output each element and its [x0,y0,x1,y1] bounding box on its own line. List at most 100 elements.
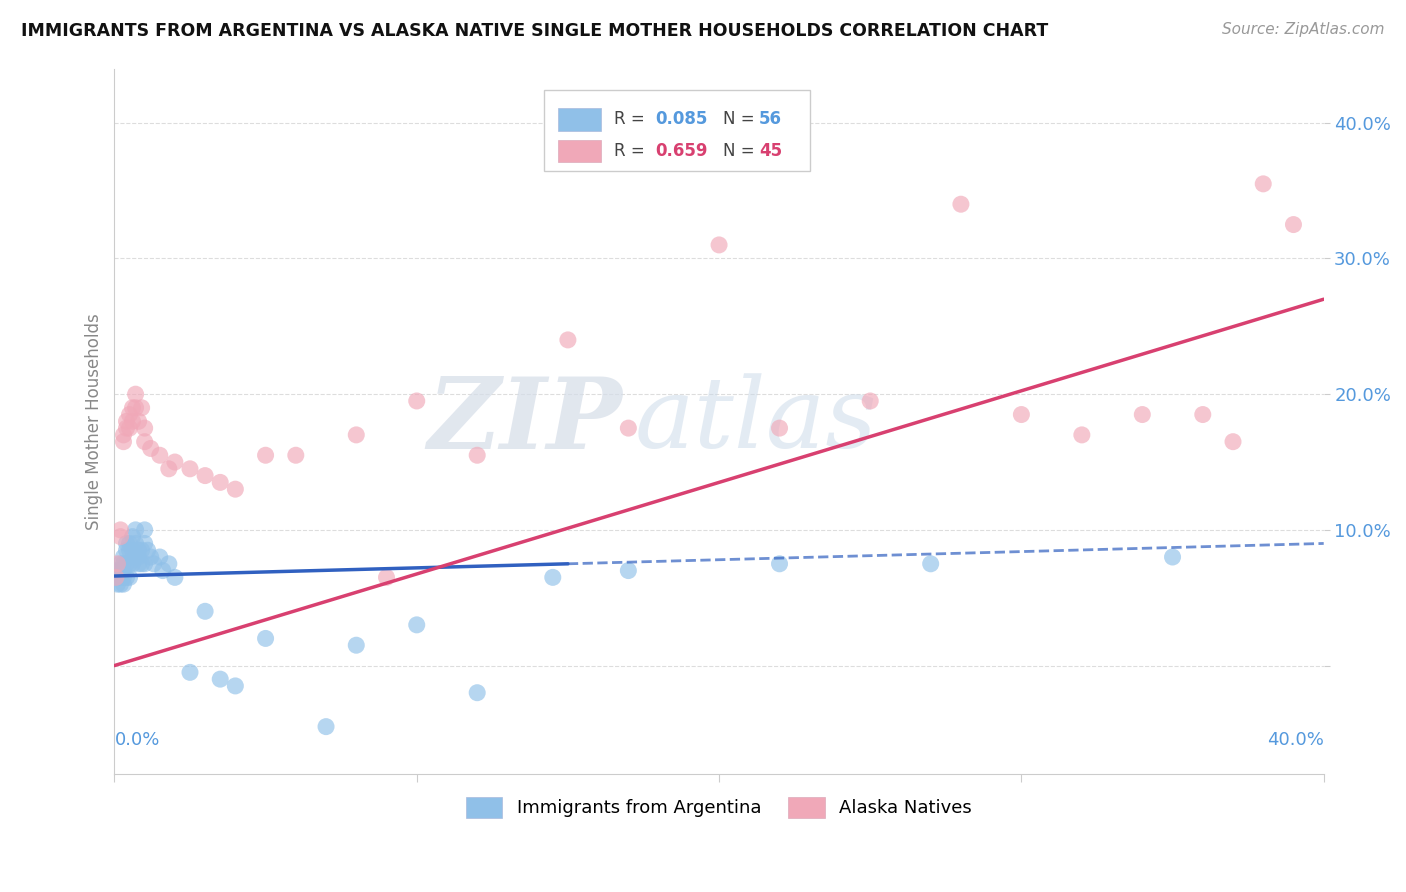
Point [128,414,150,428]
Point [209,475,232,490]
Point [115,543,138,558]
Point [112,549,135,564]
Point [110,557,132,571]
Point [121,414,143,428]
Point [617,421,640,435]
Point [194,604,217,618]
Point [131,557,153,571]
Point [157,462,180,476]
Point [157,557,180,571]
Point [344,428,367,442]
Point [344,638,367,652]
Point [121,401,143,415]
Point [110,570,132,584]
Text: R =: R = [614,111,650,128]
Point [163,570,186,584]
Point [112,428,135,442]
Point [107,557,129,571]
Point [224,679,246,693]
Point [112,557,135,571]
Point [465,448,488,462]
Text: IMMIGRANTS FROM ARGENTINA VS ALASKA NATIVE SINGLE MOTHER HOUSEHOLDS CORRELATION : IMMIGRANTS FROM ARGENTINA VS ALASKA NATI… [21,22,1049,40]
Point [134,434,156,449]
Point [1130,408,1153,422]
FancyBboxPatch shape [544,90,810,171]
Point [124,523,146,537]
Text: 0.0%: 0.0% [114,731,160,748]
Point [112,570,135,584]
Point [254,448,277,462]
Point [209,672,232,686]
Text: Source: ZipAtlas.com: Source: ZipAtlas.com [1222,22,1385,37]
Point [121,530,143,544]
Point [110,577,132,591]
Point [1282,218,1305,232]
Point [112,434,135,449]
Text: ZIP: ZIP [427,373,623,469]
Point [465,686,488,700]
Point [107,570,129,584]
Point [557,333,579,347]
Point [405,394,427,409]
Point [149,549,172,564]
Point [179,462,201,476]
Point [134,557,156,571]
Point [375,570,398,584]
Point [163,455,186,469]
Point [284,448,307,462]
Point [112,564,135,578]
Point [152,564,174,578]
Point [124,401,146,415]
Point [1251,177,1274,191]
Point [707,238,730,252]
Point [1191,408,1213,422]
Point [1222,434,1244,449]
Point [115,536,138,550]
Point [139,442,162,456]
Point [617,564,640,578]
Point [315,720,337,734]
Point [115,557,138,571]
Point [949,197,972,211]
Point [134,421,156,435]
Point [124,549,146,564]
Point [128,557,150,571]
Point [107,564,129,578]
Text: atlas: atlas [634,374,877,469]
Point [118,543,141,558]
Point [121,557,143,571]
Point [1070,428,1092,442]
Point [859,394,882,409]
Point [920,557,942,571]
Point [115,414,138,428]
Point [110,523,132,537]
Point [179,665,201,680]
Point [134,523,156,537]
Text: 56: 56 [759,111,782,128]
Point [107,577,129,591]
Point [768,421,790,435]
Point [1161,549,1184,564]
Point [405,618,427,632]
Point [115,421,138,435]
Point [104,570,127,584]
Point [124,387,146,401]
Point [768,557,790,571]
Point [136,543,159,558]
Point [194,468,217,483]
Text: N =: N = [723,111,759,128]
Point [112,577,135,591]
Point [131,401,153,415]
Point [118,421,141,435]
Bar [558,108,600,130]
Point [128,549,150,564]
Point [128,543,150,558]
Point [118,557,141,571]
Point [541,570,564,584]
Point [118,408,141,422]
Point [121,543,143,558]
Text: R =: R = [614,142,650,160]
Text: 0.659: 0.659 [655,142,707,160]
Point [1010,408,1032,422]
Point [139,549,162,564]
